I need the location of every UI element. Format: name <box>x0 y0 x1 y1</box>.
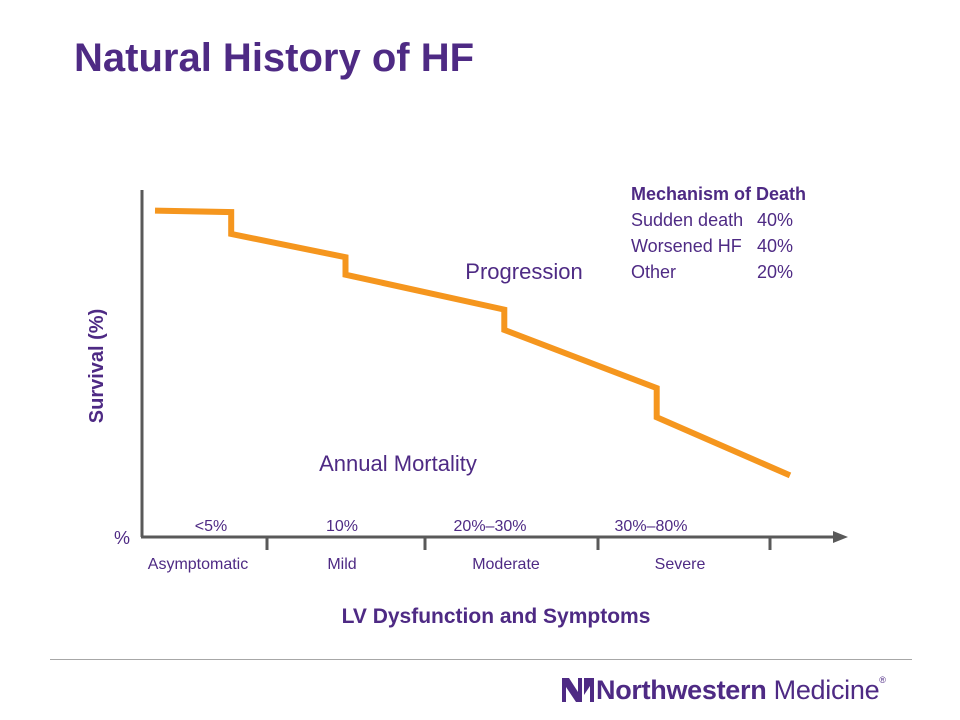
slide-title: Natural History of HF <box>74 36 475 80</box>
x-axis-label: LV Dysfunction and Symptoms <box>342 605 651 628</box>
mechanism-row: Sudden death 40% <box>631 207 806 233</box>
annual-mortality-value: 10% <box>326 518 358 535</box>
x-axis-category-label: Mild <box>327 556 356 573</box>
mechanism-value: 20% <box>757 262 794 282</box>
x-axis-category-label: Asymptomatic <box>148 556 248 573</box>
progression-annotation: Progression <box>465 259 582 284</box>
mechanism-label: Sudden death <box>631 210 744 230</box>
logo-regular-text: Medicine <box>773 674 880 705</box>
x-axis-arrow <box>833 531 848 543</box>
mechanism-row: Worsened HF 40% <box>631 233 806 259</box>
annual-mortality-value: <5% <box>195 518 227 535</box>
mechanism-value: 40% <box>757 210 794 230</box>
survival-chart: Survival (%) % LV Dysfunction and Sympto… <box>86 190 848 628</box>
y-axis-label: Survival (%) <box>86 309 108 423</box>
x-axis-category-label: Moderate <box>472 556 540 573</box>
y-axis-unit-label: % <box>114 528 130 548</box>
survival-curve-layer <box>154 207 792 479</box>
mechanism-of-death-box: Mechanism of Death Sudden death 40% Wors… <box>631 181 806 285</box>
logo-bold-text: Northwestern <box>596 674 767 705</box>
survival-curve-line <box>154 207 792 479</box>
logo-wordmark: Northwestern Medicine® <box>596 675 886 706</box>
footer-divider <box>50 659 912 660</box>
x-axis-ticks <box>265 537 772 550</box>
mechanism-label: Worsened HF <box>631 236 742 256</box>
northwestern-medicine-logo: Northwestern Medicine® <box>560 672 886 708</box>
registered-mark: ® <box>879 674 886 685</box>
chart-axes <box>140 190 848 543</box>
annual-mortality-value: 30%–80% <box>615 518 688 535</box>
mechanism-label: Other <box>631 262 677 282</box>
x-axis-category-label: Severe <box>655 556 706 573</box>
mechanism-of-death-title: Mechanism of Death <box>631 184 807 204</box>
x-axis-category-labels: Asymptomatic Mild Moderate Severe <box>148 556 706 573</box>
annual-mortality-label: Annual Mortality <box>319 451 477 476</box>
annual-mortality-values: <5% 10% 20%–30% 30%–80% <box>195 518 688 535</box>
mechanism-value: 40% <box>757 236 794 256</box>
nm-mark-icon <box>562 678 594 702</box>
mechanism-row: Other 20% <box>631 259 806 285</box>
annual-mortality-value: 20%–30% <box>454 518 527 535</box>
